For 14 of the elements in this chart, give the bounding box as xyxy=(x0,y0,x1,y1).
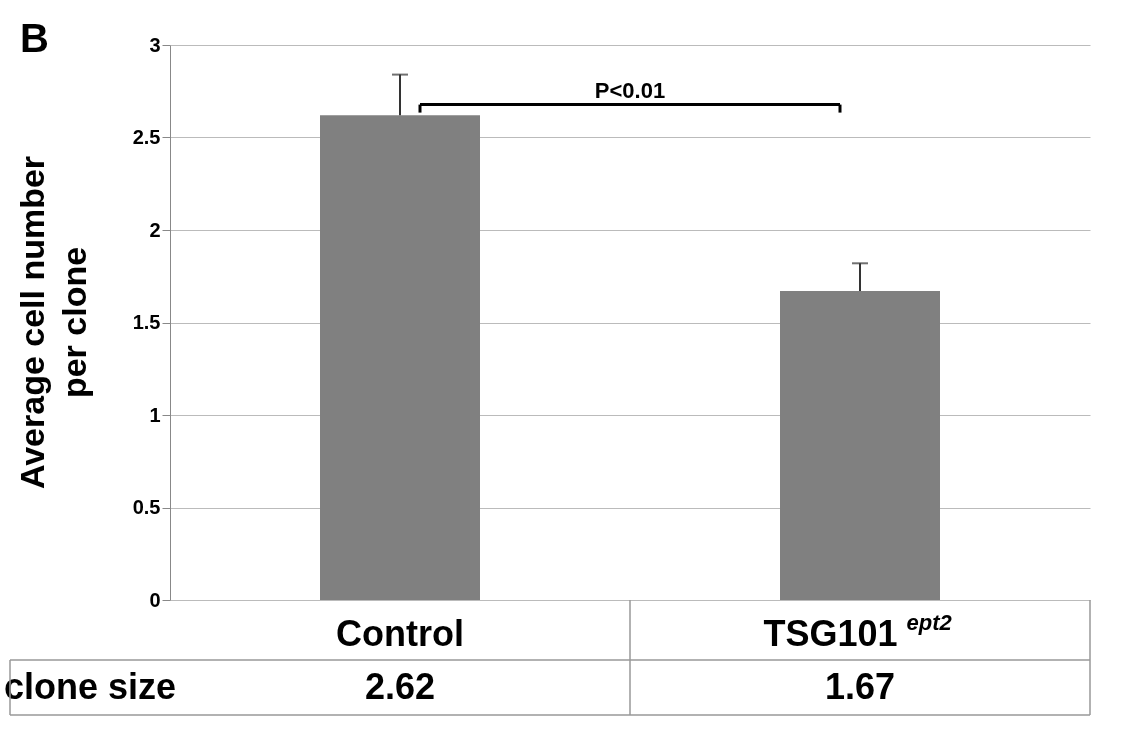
y-tick-label: 0 xyxy=(149,588,161,611)
y-axis-title: Average cell number per clone xyxy=(13,155,93,490)
y-tick-label: 1.5 xyxy=(132,311,161,333)
y-tick-label: 1 xyxy=(149,403,161,426)
data-label: 2.62 xyxy=(364,666,436,707)
y-tick-label: 2 xyxy=(149,218,161,241)
y-tick-label: 3 xyxy=(149,33,161,56)
annotation: P<0.01 xyxy=(594,77,666,103)
chart-title: B xyxy=(20,16,49,60)
x-tick-label: Control xyxy=(336,613,464,654)
y-tick-label: 2.5 xyxy=(132,126,161,148)
text: clone size xyxy=(3,666,177,707)
y-tick-label: 0.5 xyxy=(132,496,161,518)
data-label: 1.67 xyxy=(824,666,896,707)
